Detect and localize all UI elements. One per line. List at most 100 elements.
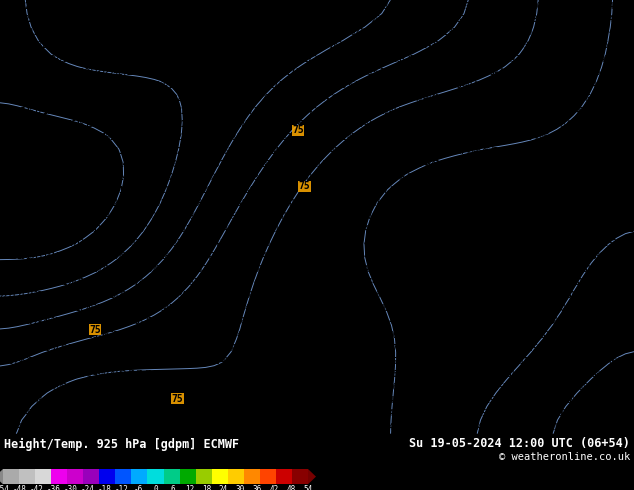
- Text: 42: 42: [490, 94, 499, 103]
- Text: 42: 42: [498, 94, 508, 103]
- Text: 49: 49: [498, 186, 508, 195]
- Text: 42: 42: [59, 370, 68, 379]
- Text: 38: 38: [236, 252, 245, 261]
- Text: 11: 11: [25, 147, 34, 156]
- Text: 23: 23: [211, 42, 220, 50]
- Text: 53: 53: [600, 252, 609, 261]
- Text: 20: 20: [93, 94, 102, 103]
- Text: 20: 20: [160, 121, 169, 129]
- Text: 27: 27: [67, 2, 77, 11]
- Text: 16: 16: [126, 199, 136, 208]
- Text: 23: 23: [34, 42, 42, 50]
- Text: 48: 48: [456, 343, 465, 353]
- Text: 46: 46: [600, 81, 609, 90]
- Text: 17: 17: [152, 133, 161, 143]
- Text: 31: 31: [143, 291, 153, 300]
- Text: 42: 42: [321, 160, 330, 169]
- Text: 45: 45: [354, 173, 364, 182]
- Text: 40: 40: [236, 396, 245, 405]
- Text: 50: 50: [541, 239, 550, 247]
- Text: 47: 47: [363, 212, 372, 221]
- Text: 48: 48: [617, 81, 626, 90]
- Text: 44: 44: [313, 225, 321, 235]
- Text: 48: 48: [422, 173, 432, 182]
- Text: 47: 47: [414, 396, 423, 405]
- Text: 17: 17: [126, 133, 136, 143]
- Text: 46: 46: [380, 370, 389, 379]
- Text: 41: 41: [321, 383, 330, 392]
- Text: 52: 52: [625, 199, 634, 208]
- Text: 49: 49: [524, 278, 533, 287]
- Text: 40: 40: [245, 331, 254, 340]
- Text: 46: 46: [465, 147, 474, 156]
- Text: 49: 49: [465, 252, 474, 261]
- Text: 26: 26: [202, 160, 212, 169]
- Text: 41: 41: [262, 396, 271, 405]
- Text: 45: 45: [372, 331, 381, 340]
- Text: 11: 11: [0, 147, 9, 156]
- Text: 30: 30: [75, 318, 85, 326]
- Text: 22: 22: [245, 15, 254, 24]
- Text: 47: 47: [566, 133, 575, 143]
- Text: 32: 32: [67, 318, 77, 326]
- Text: 42: 42: [135, 370, 144, 379]
- Text: 53: 53: [583, 304, 592, 313]
- Text: 9: 9: [61, 212, 66, 221]
- Text: 47: 47: [465, 278, 474, 287]
- Text: 44: 44: [549, 121, 559, 129]
- Text: 40: 40: [262, 239, 271, 247]
- Bar: [3, 469, 19, 484]
- Text: 48: 48: [430, 225, 440, 235]
- Text: 48: 48: [456, 318, 465, 326]
- Text: 38: 38: [354, 107, 364, 116]
- Text: 41: 41: [253, 304, 262, 313]
- Text: 31: 31: [59, 318, 68, 326]
- Text: 40: 40: [16, 410, 26, 418]
- Text: 37: 37: [228, 265, 237, 274]
- Text: 50: 50: [498, 291, 508, 300]
- Text: 22: 22: [25, 54, 34, 64]
- Text: 45: 45: [295, 278, 305, 287]
- Text: 28: 28: [439, 2, 448, 11]
- Text: 24: 24: [228, 15, 237, 24]
- Text: 50: 50: [422, 422, 432, 432]
- Text: 45: 45: [541, 121, 550, 129]
- Text: 45: 45: [380, 410, 389, 418]
- Text: 50: 50: [541, 212, 550, 221]
- Text: 42: 42: [448, 107, 457, 116]
- Text: 23: 23: [219, 107, 229, 116]
- Text: 40: 40: [473, 81, 482, 90]
- Text: 47: 47: [600, 94, 609, 103]
- Text: 36: 36: [211, 252, 220, 261]
- Text: 46: 46: [363, 318, 372, 326]
- Text: 49: 49: [498, 199, 508, 208]
- Text: 49: 49: [481, 357, 491, 366]
- Text: 44: 44: [313, 265, 321, 274]
- Text: 49: 49: [507, 331, 516, 340]
- Text: 67: 67: [617, 410, 626, 418]
- Text: 40: 40: [135, 357, 144, 366]
- Text: 48: 48: [549, 160, 559, 169]
- Text: 32: 32: [262, 133, 271, 143]
- Text: 48: 48: [405, 252, 415, 261]
- Text: 16: 16: [34, 265, 42, 274]
- Text: 21: 21: [152, 94, 161, 103]
- Text: 37: 37: [219, 278, 229, 287]
- Text: 34: 34: [236, 199, 245, 208]
- Text: 23: 23: [50, 54, 60, 64]
- Text: 39: 39: [8, 396, 17, 405]
- Text: 27: 27: [236, 121, 245, 129]
- Text: 44: 44: [338, 173, 347, 182]
- Text: 26: 26: [186, 15, 195, 24]
- Text: 35: 35: [397, 68, 406, 77]
- Text: 46: 46: [380, 304, 389, 313]
- Text: 29: 29: [219, 160, 229, 169]
- Text: 46: 46: [354, 265, 364, 274]
- Text: 47: 47: [456, 291, 465, 300]
- Text: 22: 22: [202, 81, 212, 90]
- Text: 21: 21: [177, 107, 186, 116]
- Text: 41: 41: [557, 28, 567, 37]
- Text: 27: 27: [202, 173, 212, 182]
- Bar: [67, 469, 83, 484]
- Text: 52: 52: [566, 252, 575, 261]
